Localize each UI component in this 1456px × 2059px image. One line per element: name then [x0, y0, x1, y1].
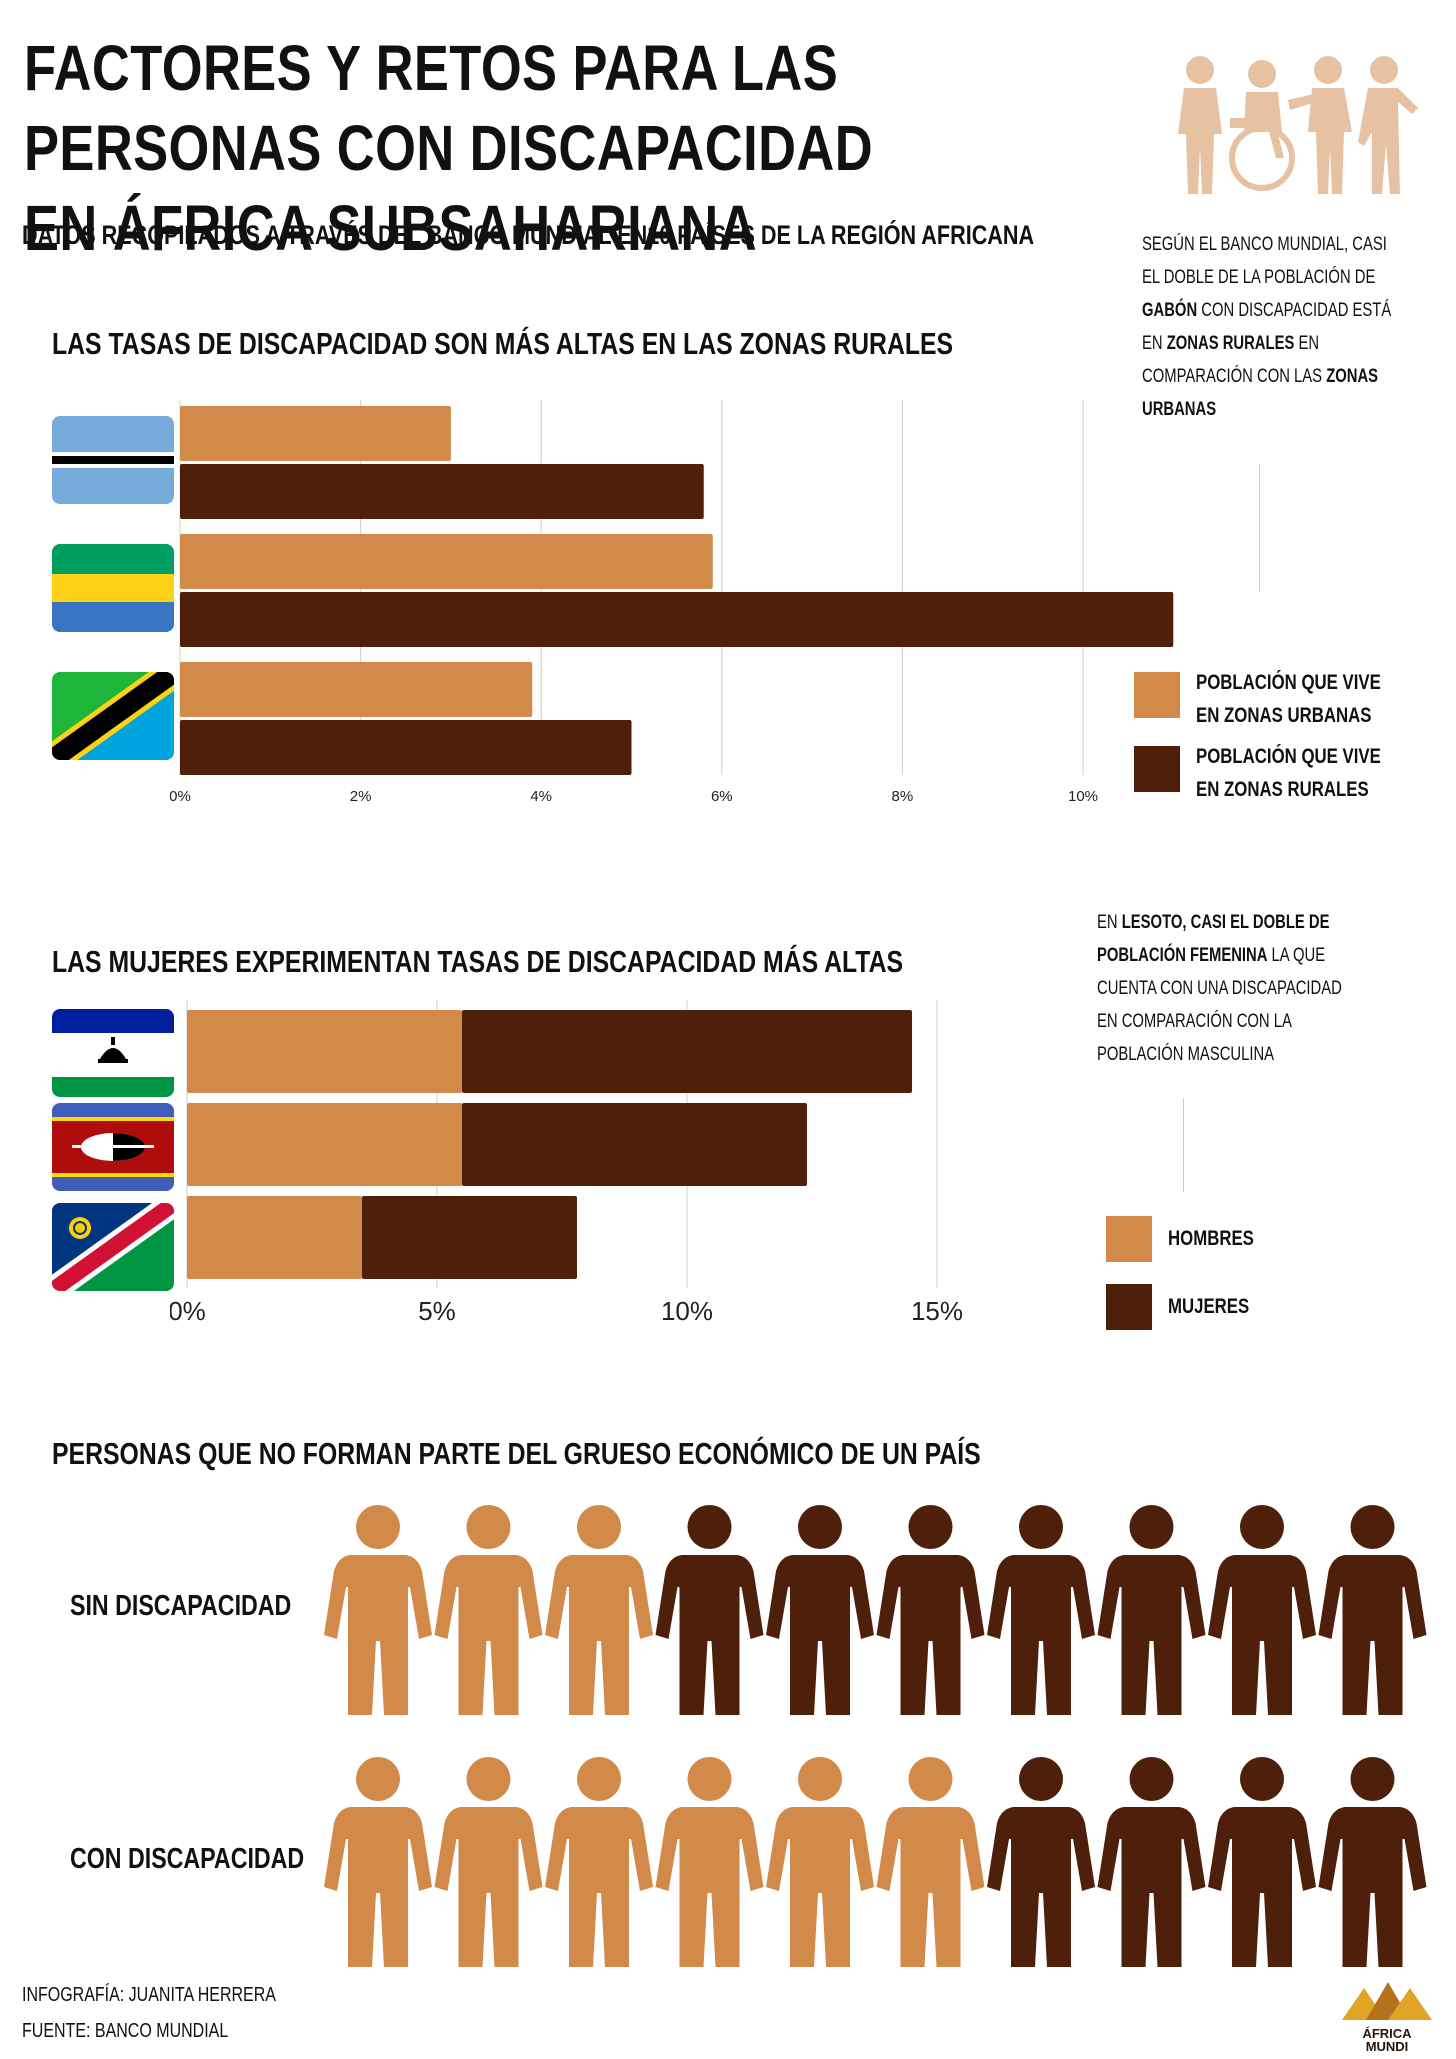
bar-urban: [180, 662, 533, 717]
x-tick-label: 6%: [711, 788, 733, 805]
eswatini-flag: [52, 1103, 174, 1191]
bar-rural: [180, 464, 704, 519]
person-icon: [1208, 1757, 1316, 1967]
person-icon: [1318, 1505, 1427, 1715]
namibia-flag: [52, 1203, 174, 1291]
x-tick-label: 4%: [530, 788, 552, 805]
person-icon: [434, 1505, 543, 1715]
person-icon: [1318, 1757, 1427, 1967]
person-icon: [324, 1757, 432, 1967]
bar-women: [462, 1010, 912, 1093]
x-tick-label: 10%: [1068, 788, 1098, 805]
section-title-gender: LAS MUJERES EXPERIMENTAN TASAS DE DISCAP…: [52, 944, 904, 979]
person-icon: [766, 1757, 874, 1967]
bar-rural: [180, 592, 1174, 647]
bar-urban: [180, 406, 451, 461]
botswana-flag: [52, 416, 174, 504]
person-icon: [987, 1505, 1095, 1715]
bar-rural: [180, 720, 632, 775]
section-title-rural-urban: LAS TASAS DE DISCAPACIDAD SON MÁS ALTAS …: [52, 326, 954, 361]
person-icon: [324, 1505, 432, 1715]
gabon-note: SEGÚN EL BANCO MUNDIAL, CASI EL DOBLE DE…: [1142, 234, 1392, 420]
person-icon: [1208, 1505, 1316, 1715]
gender-stacked-bar-chart: 0% 5% 10% 15%: [170, 1000, 963, 1326]
x-tick-label: 0%: [170, 1296, 206, 1326]
person-icon: [1097, 1505, 1206, 1715]
note-divider: [1183, 1098, 1184, 1192]
person-icon: [1097, 1757, 1206, 1967]
gabon-flag: [52, 544, 174, 632]
legend-label-urban: POBLACIÓN QUE VIVE EN ZONAS URBANAS: [1196, 671, 1381, 727]
bar-women: [462, 1103, 807, 1186]
x-tick-label: 5%: [418, 1296, 456, 1326]
lesotho-note: EN LESOTO, CASI EL DOBLE DE POBLACIÓN FE…: [1097, 912, 1342, 1065]
people-group-icon: [1178, 56, 1418, 194]
legend-label-women: MUJERES: [1168, 1295, 1250, 1318]
section-title-pictogram: PERSONAS QUE NO FORMAN PARTE DEL GRUESO …: [52, 1436, 981, 1471]
person-icon: [545, 1757, 653, 1967]
x-tick-label: 8%: [892, 788, 914, 805]
credit-source: FUENTE: BANCO MUNDIAL: [22, 2020, 229, 2042]
person-icon: [876, 1505, 985, 1715]
bar-urban: [180, 534, 713, 589]
person-icon: [655, 1757, 764, 1967]
row-label-with-disability: CON DISCAPACIDAD: [70, 1843, 305, 1875]
page-title: FACTORES Y RETOS PARA LAS PERSONAS CON D…: [24, 32, 874, 264]
x-tick-label: 15%: [911, 1296, 963, 1326]
tanzania-flag: [52, 672, 174, 760]
subtitle: DATOS RECOPILADOS A TRAVÉS DEL BANCO MUN…: [22, 220, 1035, 250]
legend-swatch-men: [1106, 1216, 1152, 1262]
legend-swatch-rural: [1134, 746, 1180, 792]
credit-author: INFOGRAFÍA: JUANITA HERRERA: [22, 1984, 276, 2006]
bar-men: [187, 1196, 362, 1279]
person-icon: [545, 1505, 653, 1715]
x-tick-label: 0%: [170, 788, 191, 805]
africa-mundi-logo: ÁFRICA MUNDI: [1342, 1980, 1432, 2053]
rural-urban-bar-chart: 0% 2% 4% 6% 8% 10%: [170, 400, 1174, 805]
bar-men: [187, 1010, 462, 1093]
person-icon: [987, 1757, 1095, 1967]
bar-women: [362, 1196, 577, 1279]
person-icon: [434, 1757, 543, 1967]
mountains-icon: [1342, 1982, 1432, 2020]
bar-men: [187, 1103, 462, 1186]
person-icon: [766, 1505, 874, 1715]
legend-label-men: HOMBRES: [1168, 1227, 1254, 1250]
legend-swatch-urban: [1134, 672, 1180, 718]
x-tick-label: 2%: [350, 788, 372, 805]
legend-swatch-women: [1106, 1284, 1152, 1330]
person-icon: [876, 1757, 985, 1967]
person-icon: [655, 1505, 764, 1715]
note-divider: [1259, 464, 1260, 592]
legend-label-rural: POBLACIÓN QUE VIVE EN ZONAS RURALES: [1196, 745, 1381, 801]
row-label-without-disability: SIN DISCAPACIDAD: [70, 1590, 292, 1622]
x-tick-label: 10%: [661, 1296, 713, 1326]
people-pictogram: [324, 1505, 1427, 1967]
lesotho-flag: [52, 1009, 174, 1097]
